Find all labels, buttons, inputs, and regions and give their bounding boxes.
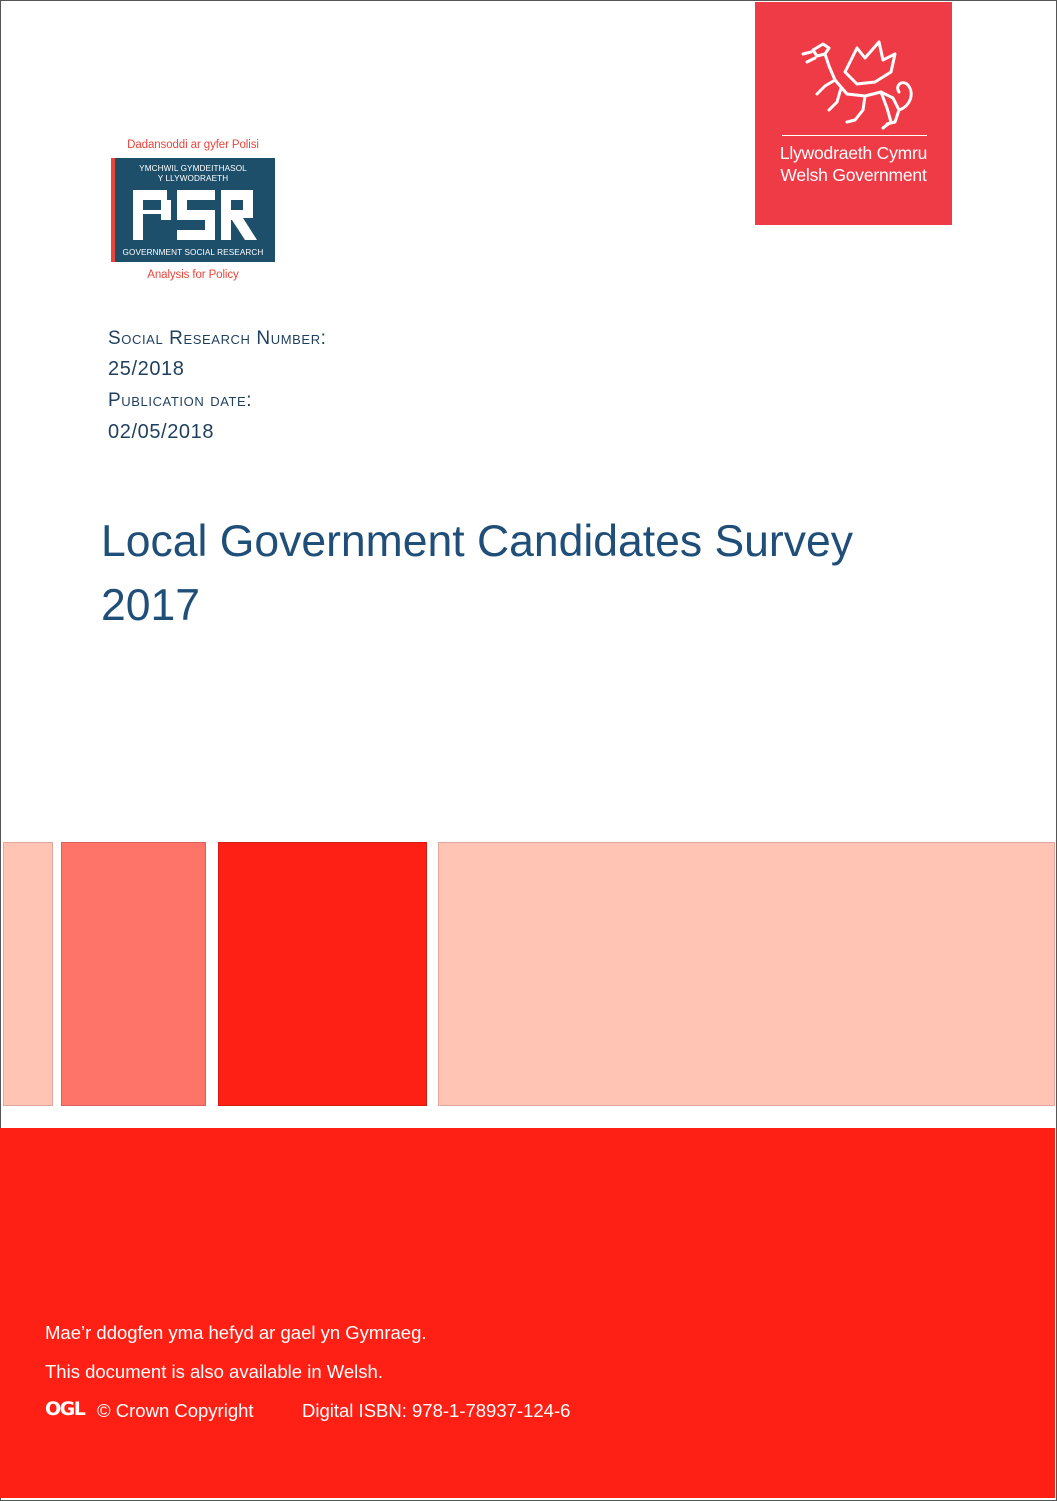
- gsr-letters-mark: [133, 190, 257, 240]
- logo-divider: [782, 135, 927, 136]
- gsr-welsh-tagline: Dadansoddi ar gyfer Polisi: [127, 139, 259, 151]
- gsr-accent-bar: [111, 158, 115, 262]
- digital-isbn: Digital ISBN: 978-1-78937-124-6: [302, 1400, 571, 1421]
- decorative-block-red: [218, 842, 427, 1106]
- welsh-government-logo: Llywodraeth Cymru Welsh Government: [755, 2, 952, 225]
- ogl-logo: OGL: [45, 1398, 86, 1420]
- decorative-block-peach-wide: [438, 842, 1055, 1106]
- welsh-dragon-icon: [801, 40, 913, 130]
- document-title-line2: 2017: [101, 581, 200, 630]
- english-availability-notice: This document is also available in Welsh…: [45, 1361, 383, 1382]
- publication-date-label: Publication date:: [108, 390, 253, 411]
- document-title: Local Government Candidates Survey 2017: [101, 510, 961, 638]
- gsr-english-name: GOVERNMENT SOCIAL RESEARCH: [122, 248, 264, 257]
- publication-date: 02/05/2018: [108, 421, 215, 443]
- crown-copyright: © Crown Copyright: [97, 1400, 254, 1421]
- welsh-availability-notice: Mae’r ddogfen yma hefyd ar gael yn Gymra…: [45, 1322, 427, 1343]
- research-number: 25/2018: [108, 358, 185, 380]
- document-title-line1: Local Government Candidates Survey: [101, 517, 853, 566]
- logo-text-english: Welsh Government: [780, 165, 927, 185]
- research-number-label: Social Research Number:: [108, 328, 327, 349]
- gsr-logo-box: YMCHWIL GYMDEITHASOL Y LLYWODRAETH GOVER…: [111, 158, 275, 262]
- gsr-welsh-name-line1: YMCHWIL GYMDEITHASOL: [139, 164, 247, 173]
- gsr-welsh-name-line2: Y LLYWODRAETH: [157, 174, 229, 183]
- decorative-block-peach-narrow: [3, 842, 53, 1106]
- gsr-english-tagline: Analysis for Policy: [147, 269, 239, 281]
- decorative-block-salmon: [61, 842, 206, 1106]
- gsr-logo: Dadansoddi ar gyfer Polisi YMCHWIL GYMDE…: [108, 138, 278, 288]
- logo-text-welsh: Llywodraeth Cymru: [779, 143, 928, 163]
- footer-panel: Mae’r ddogfen yma hefyd ar gael yn Gymra…: [0, 1128, 1055, 1498]
